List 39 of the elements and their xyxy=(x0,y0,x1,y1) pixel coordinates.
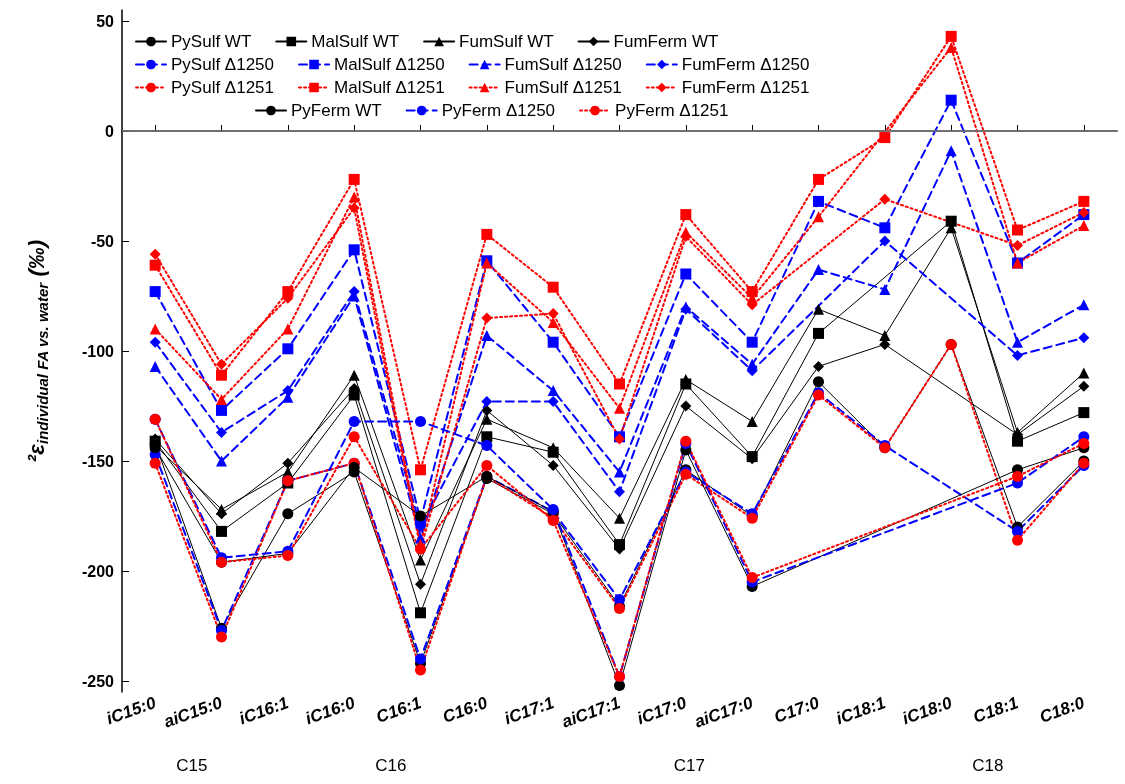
y-tick-label: -250 xyxy=(81,672,115,690)
x-tick-label: iC17:1 xyxy=(501,693,557,729)
x-tick-label: iC18:1 xyxy=(833,693,889,729)
legend-label: MalSulf WT xyxy=(311,32,400,51)
legend-label: PyFerm Δ1250 xyxy=(441,101,556,120)
x-tick-label: C18:0 xyxy=(1037,692,1088,727)
x-tick-label: C18:1 xyxy=(970,693,1021,727)
legend-label: FumSulf WT xyxy=(459,32,554,51)
x-tick-label: iC17:0 xyxy=(634,692,690,729)
legend-label: FumFerm Δ1251 xyxy=(681,78,810,97)
y-tick-label: 50 xyxy=(96,12,115,30)
x-tick-label: iC15:0 xyxy=(103,692,159,729)
y-tick-label: -100 xyxy=(81,342,115,360)
text: C18 xyxy=(972,756,1004,775)
x-tick-label: C16:0 xyxy=(440,692,491,727)
x-tick-label: C17:0 xyxy=(771,692,823,727)
legend-label: PySulf Δ1251 xyxy=(171,78,275,97)
x-tick-label: iC16:0 xyxy=(302,692,358,729)
legend-label: PyFerm WT xyxy=(291,101,382,120)
text: C15 xyxy=(176,756,208,775)
legend-label: FumSulf Δ1251 xyxy=(504,78,622,97)
legend-label: FumFerm WT xyxy=(613,32,719,51)
y-axis-title: ²εindividual FA vs. water (‰) xyxy=(24,239,51,463)
text: C16 xyxy=(375,756,407,775)
x-tick-label: iC16:1 xyxy=(236,693,292,729)
legend-label: FumSulf Δ1250 xyxy=(504,55,622,74)
y-tick-label: 0 xyxy=(105,122,115,140)
legend-label: PySulf Δ1250 xyxy=(171,55,275,74)
legend-label: PySulf WT xyxy=(171,32,252,51)
x-tick-label: iC18:0 xyxy=(899,692,955,729)
text: C17 xyxy=(673,756,706,775)
y-tick-label: -50 xyxy=(90,232,115,250)
legend-label: FumFerm Δ1250 xyxy=(681,55,810,74)
legend-label: MalSulf Δ1251 xyxy=(334,78,445,97)
legend-label: MalSulf Δ1250 xyxy=(334,55,445,74)
legend-label: PyFerm Δ1251 xyxy=(615,101,729,120)
y-tick-label: -150 xyxy=(81,452,115,470)
y-tick-label: -200 xyxy=(81,562,115,580)
x-tick-label: C16:1 xyxy=(373,693,424,727)
